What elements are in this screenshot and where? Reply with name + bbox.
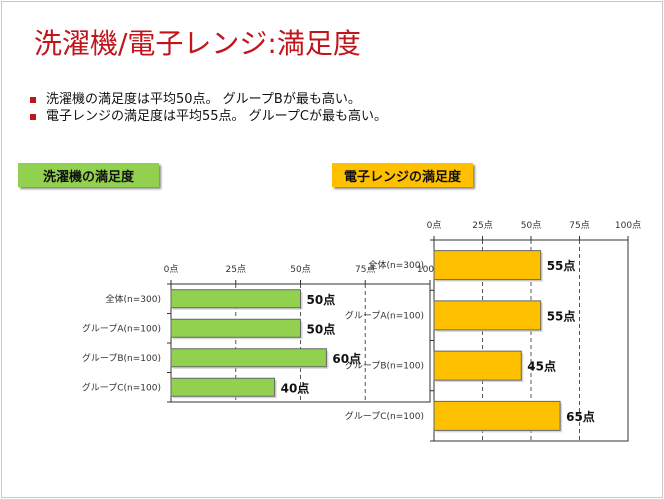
microwave-data-label: 55点 [547,308,576,323]
washer-bar [170,318,301,338]
washer-data-label: 40点 [281,380,310,395]
washer-tick-label: 25点 [226,264,246,275]
bullet-square-icon [30,96,36,103]
washer-bar [170,348,327,368]
washer-category-label: グループB(n=100) [82,352,161,364]
microwave-bar [433,400,561,431]
washer-tick-label: 100点 [417,264,443,275]
washer-bar [170,289,301,309]
washer-category-label: グループC(n=100) [82,381,161,393]
washer-bar [170,377,276,397]
washer-data-label: 50点 [307,292,336,307]
slide-title: 洗濯機/電子レンジ:満足度 [34,27,361,60]
bullet-list: 洗濯機の満足度は平均50点。 グループBが最も高い。 電子レンジの満足度は平均5… [30,91,387,125]
microwave-category-label: グループA(n=100) [345,309,424,321]
microwave-category-label: グループC(n=100) [345,410,424,422]
washer-tick-label: 75点 [355,264,375,275]
microwave-category-label: グループB(n=100) [345,360,424,372]
washer-tick-label: 50点 [290,264,310,275]
microwave-data-label: 55点 [547,258,576,273]
microwave-data-label: 45点 [527,359,556,374]
microwave-chart-title: 電子レンジの満足度 [332,163,473,187]
microwave-data-label: 65点 [566,409,595,424]
bullet-text: 洗濯機の満足度は平均50点。 グループBが最も高い。 [46,92,361,107]
washer-category-label: グループA(n=100) [82,322,161,334]
bullet-item: 電子レンジの満足度は平均55点。 グループCが最も高い。 [30,108,387,125]
microwave-tick-label: 25点 [472,220,492,231]
microwave-bar [433,300,542,331]
bullet-text: 電子レンジの満足度は平均55点。 グループCが最も高い。 [46,109,387,124]
washer-chart-title: 洗濯機の満足度 [18,163,159,187]
microwave-tick-label: 75点 [569,220,589,231]
bullet-item: 洗濯機の満足度は平均50点。 グループBが最も高い。 [30,91,387,108]
microwave-bar [433,250,542,281]
microwave-tick-label: 50点 [521,220,541,231]
washer-category-label: 全体(n=300) [106,293,161,305]
microwave-tick-label: 100点 [615,220,641,231]
washer-data-label: 50点 [307,321,336,336]
washer-tick-label: 0点 [164,264,179,275]
microwave-bar [433,350,522,381]
bullet-square-icon [30,113,36,120]
microwave-tick-label: 0点 [427,220,442,231]
washer-data-label: 60点 [332,351,361,366]
microwave-category-label: 全体(n=300) [369,259,424,271]
